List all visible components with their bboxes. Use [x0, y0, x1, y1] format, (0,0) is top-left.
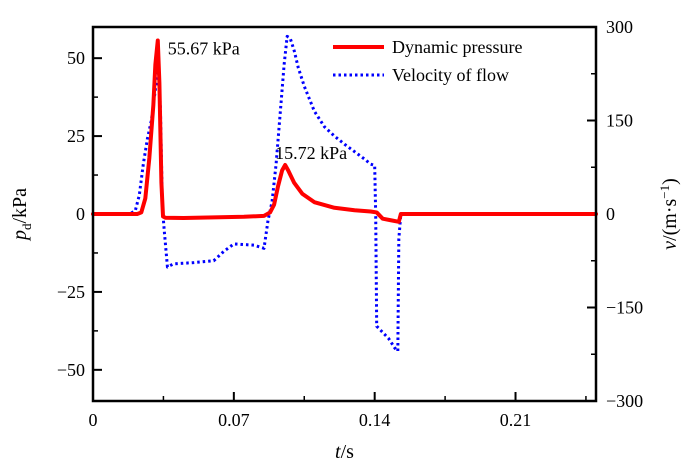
y-right-tick-label: 300	[606, 17, 633, 37]
y-left-axis-symbol: p	[9, 230, 31, 242]
y-left-tick-label: 25	[67, 126, 85, 146]
y-right-tick-label: −300	[606, 391, 643, 411]
y-left-tick-label: 0	[76, 204, 85, 224]
legend-label-dynamic-pressure: Dynamic pressure	[392, 37, 522, 57]
legend-label-velocity-of-flow: Velocity of flow	[392, 65, 509, 85]
y-right-axis-superscript: −1	[657, 185, 672, 199]
x-axis-unit: /s	[341, 441, 355, 463]
x-tick-label: 0	[89, 410, 98, 430]
x-tick-label: 0.14	[359, 410, 391, 430]
y-left-axis-title: pd/kPa	[9, 188, 34, 242]
y-right-tick-label: −150	[606, 298, 643, 318]
y-left-tick-label: 50	[67, 48, 85, 68]
y-right-axis-title: v/(m·s−1)	[657, 178, 681, 250]
y-left-tick-label: −50	[57, 360, 85, 380]
y-right-tick-label: 0	[606, 204, 615, 224]
x-tick-label: 0.21	[500, 410, 532, 430]
x-axis-symbol: t	[335, 441, 341, 463]
y-left-axis-unit: /kPa	[9, 188, 31, 224]
series-velocity-of-flow	[93, 34, 596, 353]
x-tick-label: 0.07	[218, 410, 250, 430]
y-right-axis-symbol: v	[659, 241, 681, 250]
x-axis-title: t/s	[335, 441, 354, 463]
y-right-axis-close: )	[659, 178, 681, 185]
y-right-tick-label: 150	[606, 111, 633, 131]
y-right-axis-unit: /(m·s	[659, 198, 681, 240]
annotation-peak-2: 15.72 kPa	[275, 143, 347, 163]
y-left-tick-label: −25	[57, 282, 85, 302]
legend: Dynamic pressure Velocity of flow	[333, 37, 522, 85]
plot-frame	[91, 25, 598, 403]
y-left-axis-subscript: d	[19, 223, 34, 230]
tick-labels-layer: 0 0.07 0.14 0.21 −50 −25 0 25 50 −300 −150 0 150 300	[57, 17, 643, 430]
series-layer	[91, 34, 598, 353]
annotation-peak-1: 55.67 kPa	[168, 38, 240, 58]
series-dynamic-pressure	[91, 38, 598, 224]
